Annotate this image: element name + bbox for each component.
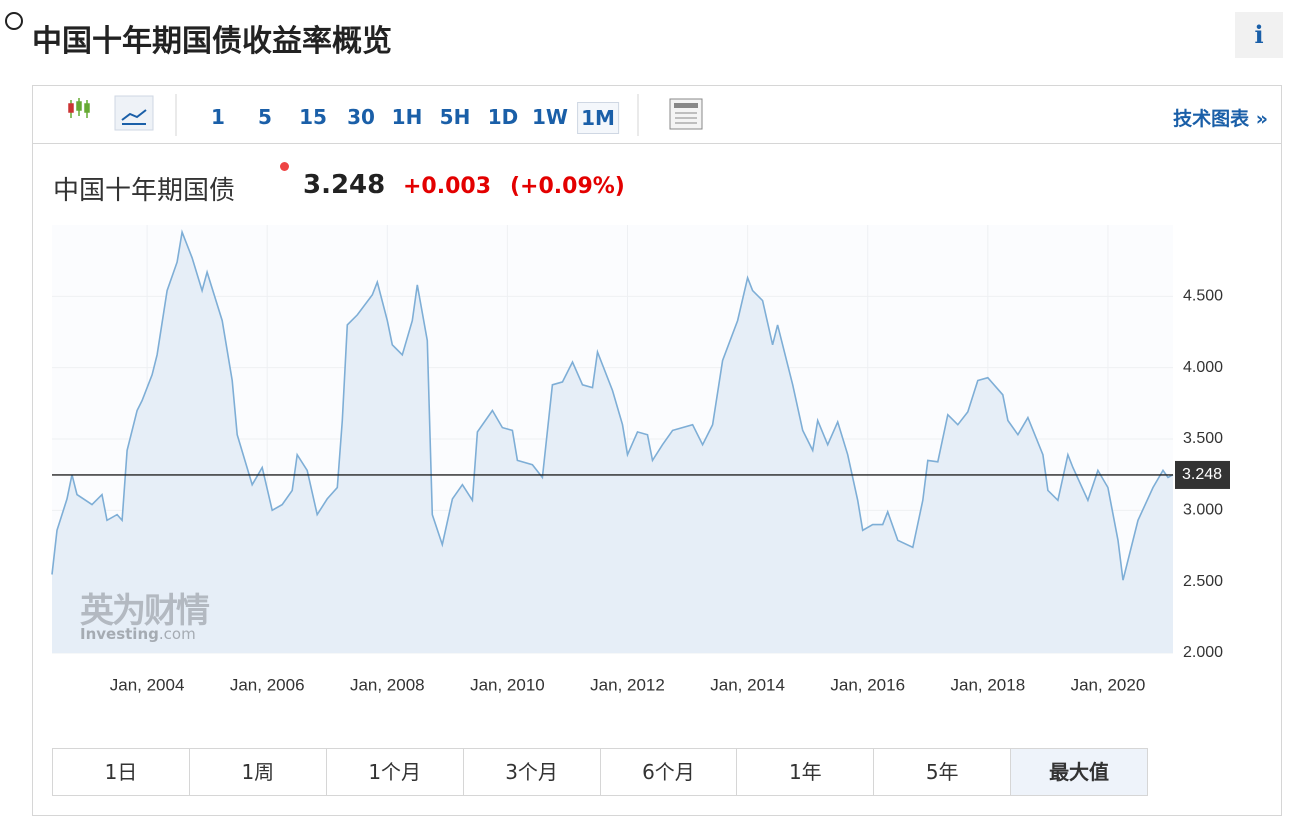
live-indicator xyxy=(280,162,289,171)
line xyxy=(51,229,1174,581)
toolbar-icons-2 xyxy=(637,94,703,136)
interval-button[interactable]: 1H xyxy=(391,105,423,129)
quote-change-pct: (+0.09%) xyxy=(510,174,625,199)
candle-icon[interactable] xyxy=(68,98,90,118)
x-tick-label: Jan, 2018 xyxy=(950,675,1025,694)
x-tick-label: Jan, 2012 xyxy=(590,675,665,694)
page-title: 中国十年期国债收益率概览 xyxy=(32,24,392,59)
watermark-domain: .com xyxy=(158,625,196,643)
watermark-site: Investing.com xyxy=(80,625,196,643)
x-tick-label: Jan, 2020 xyxy=(1071,675,1146,694)
tech-chart-link[interactable]: 技术图表 » xyxy=(1173,108,1268,130)
range-button[interactable]: 最大值 xyxy=(1011,749,1147,795)
y-tick-label: 2.500 xyxy=(1183,573,1223,590)
watermark-brand: 英为财情 xyxy=(80,591,210,631)
y-tick-label: 2.000 xyxy=(1183,644,1223,661)
table-icon[interactable] xyxy=(669,98,703,130)
y-tick-label: 3.500 xyxy=(1183,430,1223,447)
range-button[interactable]: 1周 xyxy=(190,749,327,795)
interval-button[interactable]: 1D xyxy=(487,105,519,129)
last-price-label: 3.248 xyxy=(1182,466,1222,483)
range-button[interactable]: 6个月 xyxy=(601,749,738,795)
interval-button[interactable]: 1M xyxy=(577,102,619,134)
interval-button[interactable]: 1W xyxy=(532,105,568,129)
interval-button[interactable]: 5 xyxy=(258,105,272,129)
interval-button[interactable]: 30 xyxy=(347,105,375,129)
x-tick-label: Jan, 2016 xyxy=(830,675,905,694)
chart-widget xyxy=(32,85,1282,816)
range-button[interactable]: 1日 xyxy=(53,749,190,795)
toolbar xyxy=(33,86,1281,144)
interval-button[interactable]: 15 xyxy=(299,105,327,129)
x-tick-label: Jan, 2010 xyxy=(470,675,545,694)
range-button[interactable]: 3个月 xyxy=(464,749,601,795)
chart: Jan, 2004 Jan, 2006 Jan, 2008 Jan, 2010 Jan,… xyxy=(51,225,1230,694)
quote-name: 中国十年期国债 xyxy=(53,176,236,206)
x-tick-label: Jan, 2008 xyxy=(350,675,425,694)
area xyxy=(52,232,1173,653)
last-price-box xyxy=(1175,460,1230,489)
y-tick-label: 3.000 xyxy=(1183,502,1223,519)
x-tick-label: Jan, 2014 xyxy=(710,675,785,694)
x-tick-label: Jan, 2004 xyxy=(110,675,185,694)
watermark-site-name: Investing xyxy=(80,625,159,643)
range-button[interactable]: 1个月 xyxy=(327,749,464,795)
y-tick-label: 4.500 xyxy=(1183,288,1223,305)
x-tick-label: Jan, 2006 xyxy=(230,675,305,694)
line-icon[interactable] xyxy=(114,95,154,131)
range-button[interactable]: 5年 xyxy=(874,749,1012,795)
y-tick-label: 4.000 xyxy=(1183,359,1223,376)
quote-price: 3.248 xyxy=(303,170,386,200)
toolbar-icons xyxy=(68,94,177,136)
interval-button[interactable]: 1 xyxy=(211,105,225,129)
status-circle xyxy=(5,12,23,30)
range-selector: 1日 1周 1个月 3个月 6个月 1年 5年 最大值 xyxy=(52,748,1148,796)
range-button[interactable]: 1年 xyxy=(737,749,875,795)
interval-button[interactable]: 5H xyxy=(439,105,471,129)
quote-change: +0.003 xyxy=(403,174,492,199)
info-button[interactable]: i xyxy=(1235,12,1283,58)
